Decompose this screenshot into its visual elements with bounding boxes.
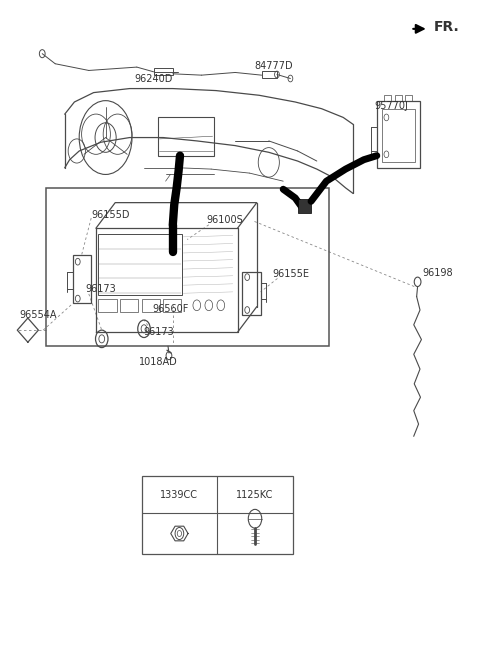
Bar [382, 109, 415, 162]
Text: 96173: 96173 [143, 327, 174, 337]
Text: 1018AD: 1018AD [139, 358, 178, 367]
Text: 96240D: 96240D [134, 74, 173, 84]
Text: 84777D: 84777D [254, 61, 293, 70]
Bar [395, 95, 402, 101]
Text: 96173: 96173 [85, 284, 116, 293]
Text: 1339CC: 1339CC [160, 490, 198, 500]
Bar [142, 476, 293, 554]
Bar [46, 188, 329, 346]
Bar [98, 299, 117, 312]
Text: 96155D: 96155D [91, 210, 130, 219]
Bar [142, 299, 160, 312]
Text: FR.: FR. [433, 20, 459, 34]
Text: 96155E: 96155E [273, 269, 310, 278]
Text: 96100S: 96100S [206, 215, 243, 225]
Text: 96554A: 96554A [19, 311, 57, 320]
Bar [163, 299, 181, 312]
Bar [377, 101, 420, 168]
Bar [158, 117, 214, 156]
Text: 1125KC: 1125KC [236, 490, 274, 500]
Bar [384, 95, 391, 101]
Text: 96560F: 96560F [152, 304, 189, 313]
Text: 95770J: 95770J [374, 101, 408, 111]
Bar [242, 272, 261, 315]
Bar [73, 255, 91, 303]
Bar [154, 68, 173, 75]
Text: 96198: 96198 [422, 268, 453, 278]
Bar [262, 71, 277, 78]
Bar [120, 299, 138, 312]
Bar [405, 95, 412, 101]
Bar [98, 234, 182, 295]
Bar [298, 199, 311, 213]
